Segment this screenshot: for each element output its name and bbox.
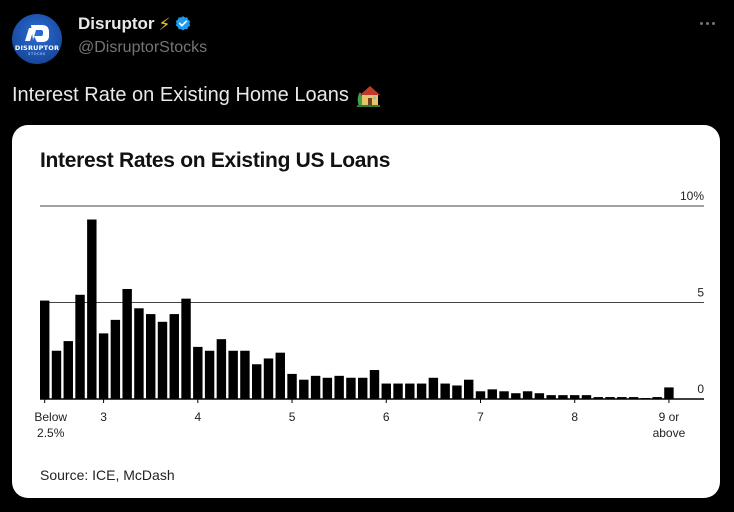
chart-title: Interest Rates on Existing US Loans <box>40 149 391 172</box>
y-tick-label: 10% <box>680 189 704 203</box>
house-with-garden-icon <box>356 86 380 107</box>
bar-29 <box>381 383 391 399</box>
bar-24 <box>322 377 333 399</box>
x-tick-label: Below <box>34 410 67 424</box>
bar-44 <box>558 395 568 399</box>
bar-50 <box>628 397 639 399</box>
bar-38 <box>487 389 497 399</box>
avatar-brand-text: DISRUPTOR <box>14 44 60 52</box>
bar-36 <box>464 379 474 399</box>
x-tick-label: 6 <box>383 410 390 424</box>
bar-11 <box>169 314 179 399</box>
avatar-brand-subtext: STOCKS <box>28 52 46 56</box>
user-handle[interactable]: @DisruptorStocks <box>78 39 208 56</box>
x-tick-label: 5 <box>289 410 296 424</box>
tweet-header: DISRUPTOR STOCKS Disruptor ⚡ @DisruptorS… <box>12 12 722 64</box>
bar-52 <box>652 397 662 399</box>
chart-source: Source: ICE, McDash <box>40 467 175 483</box>
bar-10 <box>157 321 168 399</box>
bar-3 <box>75 294 85 399</box>
bar-47 <box>593 397 603 399</box>
lightning-bolt-icon: ⚡ <box>158 14 171 34</box>
bar-48 <box>605 397 615 399</box>
more-options-icon[interactable] <box>696 16 718 30</box>
bar-7 <box>122 288 132 399</box>
bar-16 <box>228 350 238 399</box>
verified-badge-icon[interactable] <box>174 15 192 33</box>
bar-30 <box>393 383 403 399</box>
bar-28 <box>369 370 380 399</box>
bar-45 <box>570 395 580 399</box>
x-tick-label: 3 <box>100 410 107 424</box>
bar-14 <box>204 350 215 399</box>
bar-51 <box>640 398 651 399</box>
bar-39 <box>499 391 509 399</box>
bar-19 <box>263 358 274 399</box>
bar-27 <box>358 377 368 399</box>
tweet-text: Interest Rate on Existing Home Loans <box>12 82 381 108</box>
x-tick-label: above <box>653 426 686 440</box>
bar-18 <box>252 364 262 399</box>
bar-33 <box>428 377 439 399</box>
display-name-text: Disruptor <box>78 14 155 33</box>
bar-2 <box>63 341 73 399</box>
bar-12 <box>181 298 191 399</box>
bar-41 <box>522 391 533 399</box>
x-tick-label: 7 <box>477 410 484 424</box>
y-tick-label: 0 <box>697 382 704 396</box>
bar-26 <box>346 377 356 399</box>
display-name[interactable]: Disruptor ⚡ <box>78 14 192 34</box>
bar-43 <box>546 395 556 399</box>
bar-23 <box>310 375 321 399</box>
bar-34 <box>440 383 450 399</box>
bar-21 <box>287 373 297 399</box>
bar-35 <box>452 385 462 399</box>
x-tick-label: 4 <box>194 410 201 424</box>
disruptor-logo-icon <box>25 25 49 42</box>
bar-31 <box>405 383 415 399</box>
tweet-text-content: Interest Rate on Existing Home Loans <box>12 83 349 106</box>
bar-4 <box>87 219 97 399</box>
bar-1 <box>51 350 62 399</box>
bar-40 <box>511 393 521 399</box>
bar-25 <box>334 375 344 399</box>
x-tick-label: 2.5% <box>37 426 65 440</box>
bar-6 <box>110 319 121 399</box>
bar-42 <box>534 393 545 399</box>
bar-17 <box>240 350 250 399</box>
bar-53 <box>664 387 674 399</box>
avatar[interactable]: DISRUPTOR STOCKS <box>12 14 62 64</box>
bar-15 <box>216 339 227 399</box>
bar-8 <box>134 308 144 399</box>
x-tick-label: 8 <box>571 410 578 424</box>
y-tick-label: 5 <box>697 286 704 300</box>
bar-49 <box>617 397 627 399</box>
bar-5 <box>98 333 109 399</box>
bar-37 <box>475 391 486 399</box>
bar-32 <box>416 383 427 399</box>
bar-0 <box>40 300 50 399</box>
bar-46 <box>581 395 592 399</box>
bar-20 <box>275 352 285 399</box>
x-tick-label: 9 or <box>659 410 680 424</box>
bar-13 <box>193 346 203 399</box>
bar-chart: 10% 5 0 Below 2.5% 3 4 5 6 7 8 9 or above <box>34 189 704 440</box>
bar-9 <box>146 314 156 399</box>
chart-card[interactable]: Interest Rates on Existing US Loans 10% 5… <box>12 125 720 498</box>
bar-22 <box>299 379 309 399</box>
